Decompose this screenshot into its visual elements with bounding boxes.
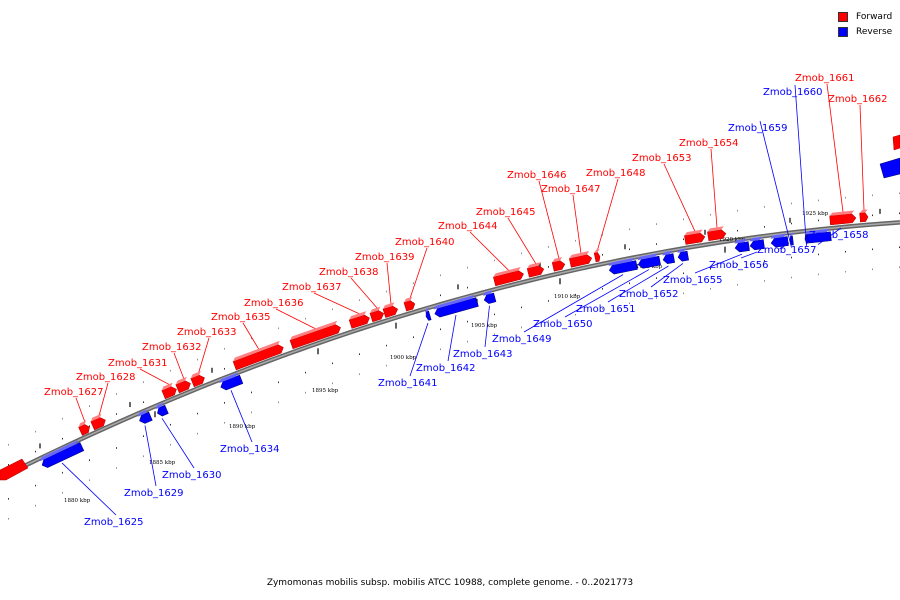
gene-Zmob_1658[interactable] [804, 228, 832, 244]
gene-label: Zmob_1633 [177, 327, 237, 338]
gene-Zmob_1646[interactable] [551, 257, 566, 272]
gene-label: Zmob_1642 [416, 363, 476, 374]
gene-label: Zmob_1650 [533, 319, 593, 330]
gene-Zmob_1632[interactable] [175, 376, 193, 394]
gene-label: Zmob_1641 [378, 378, 438, 389]
gene-label: Zmob_1632 [142, 342, 202, 353]
gene-label: Zmob_1652 [619, 289, 679, 300]
gene-Zmob_1655[interactable] [734, 238, 750, 253]
reverse-swatch [838, 26, 848, 37]
gene-label: Zmob_1656 [709, 260, 769, 271]
gene-label: Zmob_1657 [757, 245, 817, 256]
gene-Zmob_1657[interactable] [770, 233, 789, 248]
gene-label: Zmob_1634 [220, 444, 280, 455]
legend-forward-label: Forward [856, 11, 893, 22]
gene-Zmob_1650[interactable] [637, 253, 661, 269]
tick-label: 1895 kbp [312, 388, 339, 394]
gene-Zmob_1625[interactable] [39, 440, 85, 470]
gene-Zmob_1659[interactable] [789, 232, 795, 246]
gene-label: Zmob_1636 [244, 298, 304, 309]
edge-feature-left [0, 458, 29, 481]
gene-label: Zmob_1643 [453, 349, 513, 360]
forward-swatch [838, 11, 848, 22]
gene-Zmob_1627[interactable] [77, 420, 91, 436]
gene-Zmob_1651[interactable] [662, 250, 675, 265]
legend-reverse-label: Reverse [856, 26, 893, 37]
gene-label: Zmob_1637 [282, 282, 342, 293]
gene-Zmob_1654[interactable] [707, 226, 727, 242]
gene-label: Zmob_1649 [492, 334, 552, 345]
legend: Forward Reverse [838, 9, 892, 39]
gene-Zmob_1641[interactable] [424, 307, 433, 321]
gene-label: Zmob_1631 [108, 358, 168, 369]
gene-labels: Zmob_1625 Zmob_1627 Zmob_1628 Zmob_1629 Zmob… [44, 73, 888, 528]
gene-Zmob_1635[interactable] [232, 340, 285, 371]
gene-Zmob_1630[interactable] [154, 402, 169, 417]
tick-label: 1905 kbp [471, 323, 498, 329]
tick-label: 1885 kbp [149, 460, 176, 466]
gene-Zmob_1652[interactable] [677, 248, 689, 262]
gene-Zmob_1661[interactable] [829, 210, 857, 226]
gene-label: Zmob_1659 [728, 123, 788, 134]
gene-Zmob_1640[interactable] [403, 296, 416, 312]
gene-Zmob_1643[interactable] [482, 290, 497, 304]
gene-label: Zmob_1655 [663, 275, 723, 286]
gene-label: Zmob_1629 [124, 488, 184, 499]
tick-label: 1920 kbp [719, 237, 746, 243]
gene-Zmob_1645[interactable] [526, 262, 545, 278]
gene-Zmob_1648[interactable] [593, 248, 602, 263]
gene-Zmob_1637[interactable] [348, 311, 371, 329]
legend-forward: Forward [838, 9, 892, 24]
gene-label: Zmob_1661 [795, 73, 855, 84]
gene-Zmob_1660[interactable] [804, 231, 810, 244]
gene-label: Zmob_1645 [476, 207, 536, 218]
gene-label: Zmob_1647 [541, 184, 601, 195]
gene-Zmob_1644[interactable] [493, 266, 525, 287]
gene-Zmob_1629[interactable] [137, 409, 153, 425]
gene-Zmob_1628[interactable] [90, 413, 108, 431]
gene-label: Zmob_1625 [84, 517, 144, 528]
edge-feature-right-reverse [879, 157, 900, 179]
gene-Zmob_1649[interactable] [608, 257, 638, 275]
gene-label: Zmob_1653 [632, 153, 692, 164]
tick-label: 1910 kbp [554, 294, 581, 300]
gene-label: Zmob_1639 [355, 252, 415, 263]
gene-label: Zmob_1644 [438, 221, 498, 232]
gene-Zmob_1642[interactable] [433, 294, 479, 318]
gene-label: Zmob_1640 [395, 237, 455, 248]
gene-label: Zmob_1646 [507, 170, 567, 181]
gene-label: Zmob_1648 [586, 168, 646, 179]
gene-label: Zmob_1651 [576, 304, 636, 315]
genome-caption: Zymomonas mobilis subsp. mobilis ATCC 10… [266, 578, 634, 588]
gene-Zmob_1634[interactable] [218, 372, 244, 391]
legend-reverse: Reverse [838, 24, 892, 39]
gene-label: Zmob_1638 [319, 267, 379, 278]
gene-Zmob_1638[interactable] [369, 306, 385, 323]
gene-Zmob_1662[interactable] [859, 209, 869, 223]
gene-Zmob_1636[interactable] [289, 320, 342, 350]
gene-Zmob_1656[interactable] [749, 236, 765, 251]
tick-label: 1925 kbp [802, 211, 829, 217]
gene-label: Zmob_1660 [763, 87, 823, 98]
gene-label: Zmob_1627 [44, 387, 104, 398]
gene-features [0, 134, 900, 481]
tick-label: 1900 kbp [390, 355, 417, 361]
gene-label: Zmob_1635 [211, 312, 271, 323]
gene-label: Zmob_1658 [809, 230, 869, 241]
edge-feature-right-forward [892, 134, 900, 151]
gene-label: Zmob_1662 [828, 94, 888, 105]
gene-Zmob_1647[interactable] [568, 251, 593, 268]
tick-label: 1880 kbp [64, 498, 91, 504]
gene-Zmob_1631[interactable] [161, 382, 179, 400]
tick-label: 1890 kbp [229, 424, 256, 430]
gene-Zmob_1653[interactable] [684, 229, 706, 245]
gene-label: Zmob_1630 [162, 470, 222, 481]
gene-Zmob_1633[interactable] [190, 371, 207, 388]
gene-Zmob_1639[interactable] [382, 302, 399, 318]
gene-label: Zmob_1654 [679, 138, 739, 149]
gene-label: Zmob_1628 [76, 372, 136, 383]
genome-backbone [0, 220, 900, 481]
